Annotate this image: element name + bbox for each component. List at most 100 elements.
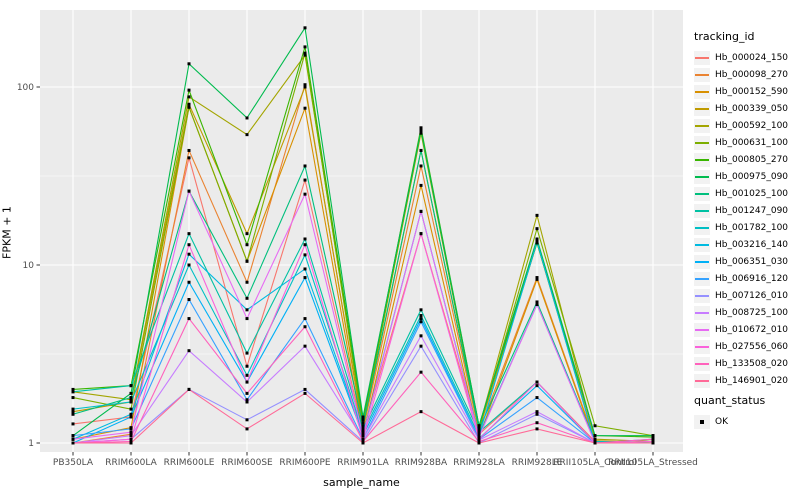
data-point [71,390,75,394]
data-point [361,415,365,419]
legend-entry: Hb_001247_090 [694,202,800,219]
data-point [71,410,75,414]
legend-entry-label: Hb_146901_020 [715,375,789,386]
data-point [129,400,133,404]
data-point [419,128,423,132]
data-point [129,430,133,434]
legend-entry-label: Hb_000098_270 [715,69,789,80]
legend-entry: Hb_000339_050 [694,100,800,117]
legend-key [694,373,710,388]
data-point [303,192,307,196]
legend-key [694,186,710,201]
data-point [477,439,481,443]
data-point [187,62,191,66]
legend-key [694,271,710,286]
x-tick-label: RRIM600LE [164,458,215,468]
data-point [593,424,597,428]
legend-key [694,237,710,252]
legend-key-line [695,243,709,246]
data-point [245,373,249,377]
data-point [303,276,307,280]
data-point [129,437,133,441]
data-point [419,344,423,348]
data-point [129,441,133,445]
data-point [303,51,307,55]
data-point [303,387,307,391]
data-point [361,439,365,443]
legend-key-line [695,107,709,110]
legend: tracking_id Hb_000024_150 Hb_000098_270 Hb… [694,30,800,430]
legend-key [694,339,710,354]
data-point [535,421,539,425]
legend-entry-label: Hb_007126_010 [715,290,789,301]
data-point [245,259,249,263]
legend-key-line [695,124,709,127]
data-point [535,276,539,280]
data-point [245,308,249,312]
legend-entry: Hb_001782_100 [694,219,800,236]
legend-entry-label: Hb_001247_090 [715,205,789,216]
data-point [535,277,539,281]
data-point [419,148,423,152]
data-point [187,252,191,256]
data-point [419,308,423,312]
data-point [245,351,249,355]
legend-title-tracking-id: tracking_id [694,30,755,43]
legend-key-line [695,362,709,365]
legend-key-line [695,192,709,195]
data-point [187,102,191,106]
legend-entry-label: Hb_001782_100 [715,222,789,233]
data-point [129,391,133,395]
legend-entry-label: Hb_010672_010 [715,324,789,335]
data-point [245,133,249,137]
data-point [535,213,539,217]
data-point [245,280,249,284]
data-point [419,131,423,135]
x-tick-label: RRIM928LA [453,458,505,468]
data-point [535,380,539,384]
data-point [535,396,539,400]
legend-key [694,50,710,65]
data-point [303,325,307,329]
x-tick-label: RRII105LA_Stressed [608,458,698,468]
data-point [303,391,307,395]
data-point [593,434,597,438]
data-point [535,237,539,241]
legend-key-line [695,345,709,348]
legend-key [694,322,710,337]
legend-key [694,305,710,320]
legend-entry-label: Hb_000152_590 [715,86,789,97]
legend-entry: Hb_010672_010 [694,321,800,338]
data-point [71,412,75,416]
data-point [303,26,307,30]
data-point [187,88,191,92]
x-tick-label: RRIM600PE [279,458,331,468]
legend-entry-label: Hb_000975_090 [715,171,789,182]
x-tick-label: RRIM901LA [337,458,389,468]
data-point [245,400,249,404]
data-point [419,370,423,374]
legend-entry: Hb_001025_100 [694,185,800,202]
data-point [361,418,365,422]
legend-entry: Hb_007126_010 [694,287,800,304]
data-point [303,106,307,110]
data-point [535,384,539,388]
legend-key [694,254,710,269]
legend-key [694,288,710,303]
legend-entry: Hb_006351_030 [694,253,800,270]
legend-entry: Hb_008725_100 [694,304,800,321]
data-point [303,344,307,348]
data-point [187,387,191,391]
data-point [129,427,133,431]
data-point [535,412,539,416]
legend-key [694,67,710,82]
legend-entry-label: Hb_008725_100 [715,307,789,318]
data-point [187,280,191,284]
legend-key-line [695,90,709,93]
data-point [535,300,539,304]
legend-entry: Hb_000975_090 [694,168,800,185]
data-point [535,427,539,431]
data-point [477,435,481,439]
data-point [129,407,133,411]
legend-entry: Hb_146901_020 [694,372,800,389]
